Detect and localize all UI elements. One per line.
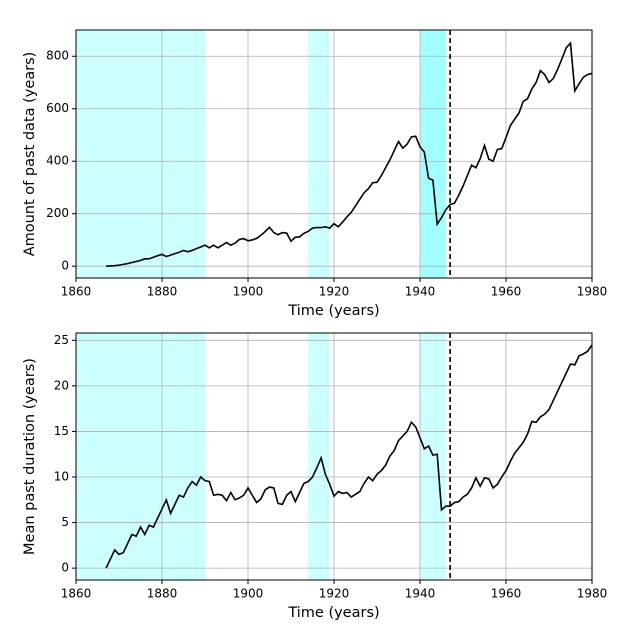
x-tick-label: 1900: [233, 587, 264, 601]
data-line: [106, 41, 593, 267]
y-tick-label: 10: [54, 470, 69, 484]
y-tick-label: 0: [61, 259, 69, 273]
shaded-span: [308, 30, 330, 278]
x-tick-label: 1940: [405, 285, 436, 299]
shaded-span: [76, 30, 205, 278]
x-tick-label: 1920: [319, 587, 350, 601]
x-tick-label: 1880: [147, 285, 178, 299]
y-tick-label: 400: [46, 154, 69, 168]
y-tick-label: 800: [46, 49, 69, 63]
x-tick-label: 1860: [61, 285, 92, 299]
x-tick-label: 1920: [319, 285, 350, 299]
y-tick-label: 5: [61, 515, 69, 529]
x-tick-label: 1860: [61, 587, 92, 601]
shaded-span: [76, 333, 205, 580]
plot-area: [76, 30, 592, 278]
x-tick-label: 1900: [233, 285, 264, 299]
x-tick-label: 1940: [405, 587, 436, 601]
x-tick-label: 1880: [147, 587, 178, 601]
x-tick-label: 1960: [491, 587, 522, 601]
shaded-span: [420, 333, 446, 580]
x-tick-label: 1980: [577, 285, 608, 299]
y-tick-label: 25: [54, 333, 69, 347]
axes-frame: [75, 332, 593, 581]
x-tick-label: 1960: [491, 285, 522, 299]
y-axis-label: Mean past duration (years): [22, 358, 38, 555]
shaded-span: [308, 333, 330, 580]
x-tick-label: 1980: [577, 587, 608, 601]
data-line: [105, 344, 593, 569]
y-tick-label: 200: [46, 206, 69, 220]
axes-frame: [75, 29, 593, 279]
y-tick-label: 20: [54, 378, 69, 392]
y-tick-label: 15: [54, 424, 69, 438]
x-axis-label: Time (years): [287, 605, 379, 621]
y-tick-label: 0: [61, 561, 69, 575]
x-axis-label: Time (years): [287, 303, 379, 319]
plot-area: [76, 333, 592, 580]
y-axis-label: Amount of past data (years): [22, 52, 38, 257]
y-tick-label: 600: [46, 101, 69, 115]
